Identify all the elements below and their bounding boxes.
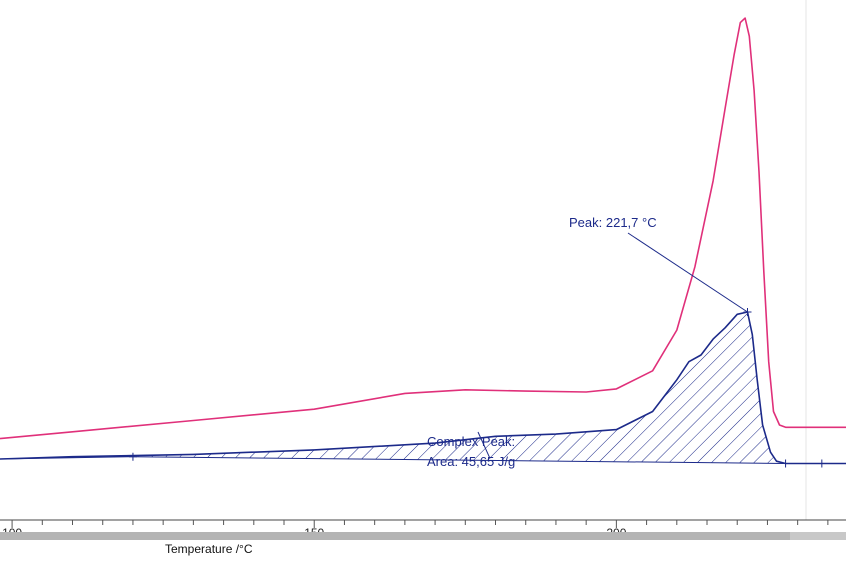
area-value-label: Area: 45,65 J/g (427, 454, 515, 469)
x-axis-title: Temperature /°C (165, 542, 253, 556)
peak-leader-line (627, 232, 748, 313)
integrated-area (132, 312, 786, 464)
series-line-pink (0, 17, 846, 440)
complex-peak-label: Complex Peak: (427, 434, 515, 449)
area-leader-line (477, 431, 491, 459)
integration-marker-3 (817, 459, 826, 468)
integration-marker-1 (128, 452, 137, 461)
series-line-blue (0, 311, 846, 465)
x-scrollbar-thumb[interactable] (0, 532, 790, 540)
integration-marker-2 (781, 459, 790, 468)
peak-annotation-label: Peak: 221,7 °C (569, 215, 657, 230)
